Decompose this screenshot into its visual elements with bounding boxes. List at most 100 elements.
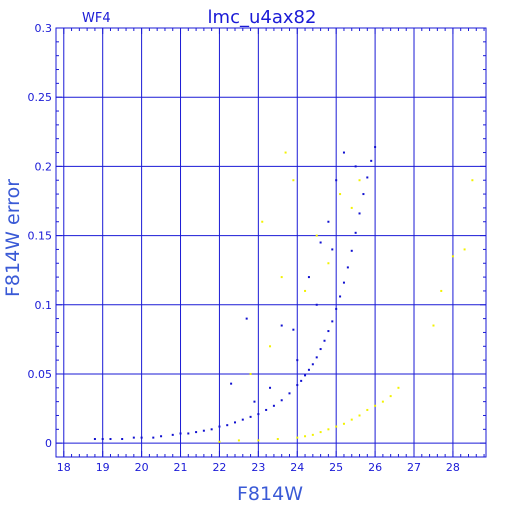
- yellow-data-point: [315, 234, 318, 237]
- yellow-data-point: [237, 439, 240, 442]
- blue-data-point: [327, 220, 330, 223]
- blue-data-point: [319, 348, 322, 351]
- yellow-data-point: [389, 395, 392, 398]
- blue-data-point: [280, 324, 283, 327]
- blue-data-point: [300, 379, 303, 382]
- yellow-data-point: [381, 400, 384, 403]
- yellow-data-point: [471, 179, 474, 182]
- blue-data-point: [370, 159, 373, 162]
- blue-data-point: [269, 386, 272, 389]
- blue-data-point: [234, 421, 237, 424]
- blue-data-point: [354, 231, 357, 234]
- yellow-data-point: [292, 179, 295, 182]
- blue-data-point: [171, 433, 174, 436]
- blue-data-point: [218, 425, 221, 428]
- blue-data-point: [179, 432, 182, 435]
- yellow-data-point: [319, 431, 322, 434]
- yellow-data-point: [358, 179, 361, 182]
- x-tick-label: 18: [57, 461, 71, 474]
- yellow-data-point: [269, 345, 272, 348]
- blue-data-point: [140, 436, 143, 439]
- y-tick-label: 0.15: [28, 230, 53, 243]
- plot-frame: [55, 27, 487, 458]
- blue-data-point: [342, 281, 345, 284]
- yellow-data-point: [304, 435, 307, 438]
- blue-data-point: [346, 266, 349, 269]
- blue-data-point: [280, 399, 283, 402]
- blue-data-point: [307, 368, 310, 371]
- y-tick-label: 0.2: [35, 160, 53, 173]
- blue-data-point: [296, 359, 299, 362]
- yellow-data-point: [451, 255, 454, 258]
- yellow-data-point: [350, 206, 353, 209]
- blue-data-point: [210, 428, 213, 431]
- yellow-data-point: [397, 386, 400, 389]
- blue-data-point: [160, 435, 163, 438]
- blue-data-point: [304, 374, 307, 377]
- yellow-data-point: [366, 408, 369, 411]
- corner-label: WF4: [82, 11, 111, 26]
- blue-data-point: [296, 384, 299, 387]
- blue-data-point: [335, 307, 338, 310]
- yellow-data-point: [249, 372, 252, 375]
- blue-data-point: [366, 176, 369, 179]
- yellow-data-point: [327, 428, 330, 431]
- blue-data-point: [132, 436, 135, 439]
- yellow-data-point: [218, 440, 221, 443]
- x-tick-label: 28: [446, 461, 460, 474]
- yellow-data-point: [327, 262, 330, 265]
- y-axis-label: F814W error: [2, 179, 24, 297]
- x-axis-label: F814W: [237, 483, 303, 505]
- blue-data-point: [265, 408, 268, 411]
- blue-data-point: [109, 438, 112, 441]
- y-tick-label: 0.25: [28, 91, 53, 104]
- yellow-data-point: [276, 438, 279, 441]
- y-tick-label: 0: [45, 437, 52, 450]
- yellow-data-point: [342, 422, 345, 425]
- blue-data-point: [93, 438, 96, 441]
- blue-data-point: [311, 363, 314, 366]
- blue-data-point: [358, 212, 361, 215]
- blue-data-point: [331, 248, 334, 251]
- yellow-data-point: [432, 324, 435, 327]
- blue-data-point: [335, 179, 338, 182]
- x-tick-label: 22: [212, 461, 226, 474]
- blue-data-point: [342, 151, 345, 154]
- blue-data-point: [249, 415, 252, 418]
- blue-data-point: [315, 356, 318, 359]
- ticks: 18 19 20 21 22 23 24 25 26 27 28 0 0.05 0.1 0.15 0.2 0.2…: [28, 22, 486, 474]
- blue-data-point: [226, 424, 229, 427]
- yellow-data-point: [311, 433, 314, 436]
- blue-data-point: [245, 317, 248, 320]
- yellow-data-point: [440, 289, 443, 292]
- blue-data-point: [253, 400, 256, 403]
- yellow-data-point: [261, 220, 264, 223]
- x-tick-label: 19: [96, 461, 110, 474]
- yellow-data-point: [335, 425, 338, 428]
- data-points: [93, 146, 474, 443]
- yellow-data-point: [280, 276, 283, 279]
- chart-title: lmc_u4ax82: [208, 7, 317, 28]
- blue-data-point: [323, 339, 326, 342]
- blue-data-point: [374, 146, 377, 149]
- x-tick-label: 27: [407, 461, 421, 474]
- blue-data-point: [327, 330, 330, 333]
- yellow-data-point: [358, 414, 361, 417]
- y-tick-label: 0.1: [35, 299, 53, 312]
- yellow-data-point: [339, 193, 342, 196]
- yellow-data-point: [374, 404, 377, 407]
- x-tick-label: 24: [290, 461, 304, 474]
- x-tick-label: 26: [368, 461, 382, 474]
- blue-data-point: [292, 328, 295, 331]
- blue-data-point: [339, 295, 342, 298]
- x-tick-label: 23: [251, 461, 265, 474]
- blue-data-point: [272, 404, 275, 407]
- grid: [56, 27, 486, 457]
- blue-data-point: [101, 438, 104, 441]
- blue-data-point: [307, 276, 310, 279]
- yellow-data-point: [257, 439, 260, 442]
- blue-data-point: [230, 382, 233, 385]
- blue-data-point: [152, 436, 155, 439]
- x-tick-label: 21: [174, 461, 188, 474]
